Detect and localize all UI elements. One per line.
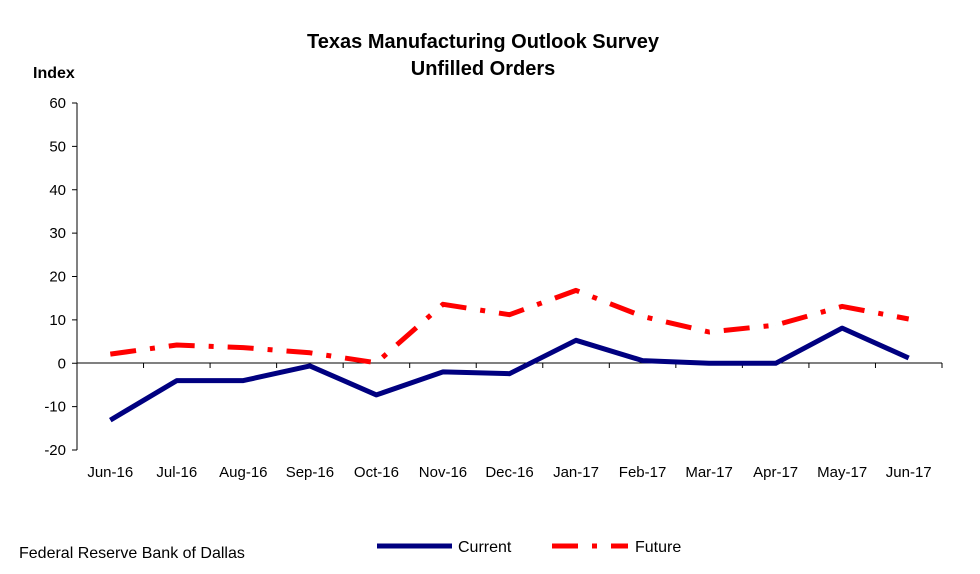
y-tick-label: -10 [44,399,66,416]
x-tick-label: May-17 [817,464,867,481]
series-line-current [109,325,910,423]
y-tick-label: 60 [49,95,66,112]
x-tick-label: Dec-16 [485,464,533,481]
x-tick-label: Nov-16 [419,464,467,481]
y-tick-label: 40 [49,182,66,199]
x-tick-label: Aug-16 [219,464,267,481]
axes [72,102,943,451]
y-tick-label: 30 [49,225,66,242]
y-tick-label: 0 [58,355,66,372]
series-line-future [109,287,910,366]
legend-future-label: Future [635,539,681,556]
x-tick-labels: Jun-16 Jul-16 Aug-16 Sep-16 Oct-16 Nov-16 Dec-… [87,464,931,481]
x-tick-label: Oct-16 [354,464,399,481]
x-tick-label: Jul-16 [156,464,197,481]
x-tick-label: Mar-17 [685,464,733,481]
x-tick-label: Sep-16 [286,464,334,481]
legend-current-label: Current [458,539,512,556]
legend: Current Future [377,539,681,556]
x-tick-label: Apr-17 [753,464,798,481]
y-tick-label: 50 [49,138,66,155]
y-tick-label: 20 [49,269,66,286]
series-lines [109,287,910,423]
x-tick-label: Jan-17 [553,464,599,481]
x-tick-label: Jun-16 [87,464,133,481]
source-note: Federal Reserve Bank of Dallas [19,545,245,562]
x-tick-label: Jun-17 [886,464,932,481]
y-tick-label: 10 [49,312,66,329]
x-tick-label: Feb-17 [619,464,667,481]
chart-subtitle: Unfilled Orders [411,58,555,80]
y-tick-label: -20 [44,442,66,459]
chart-title: Texas Manufacturing Outlook Survey [307,31,660,53]
y-tick-labels: -20 -10 0 10 20 30 40 50 60 [44,95,66,459]
y-axis-title: Index [33,65,75,82]
